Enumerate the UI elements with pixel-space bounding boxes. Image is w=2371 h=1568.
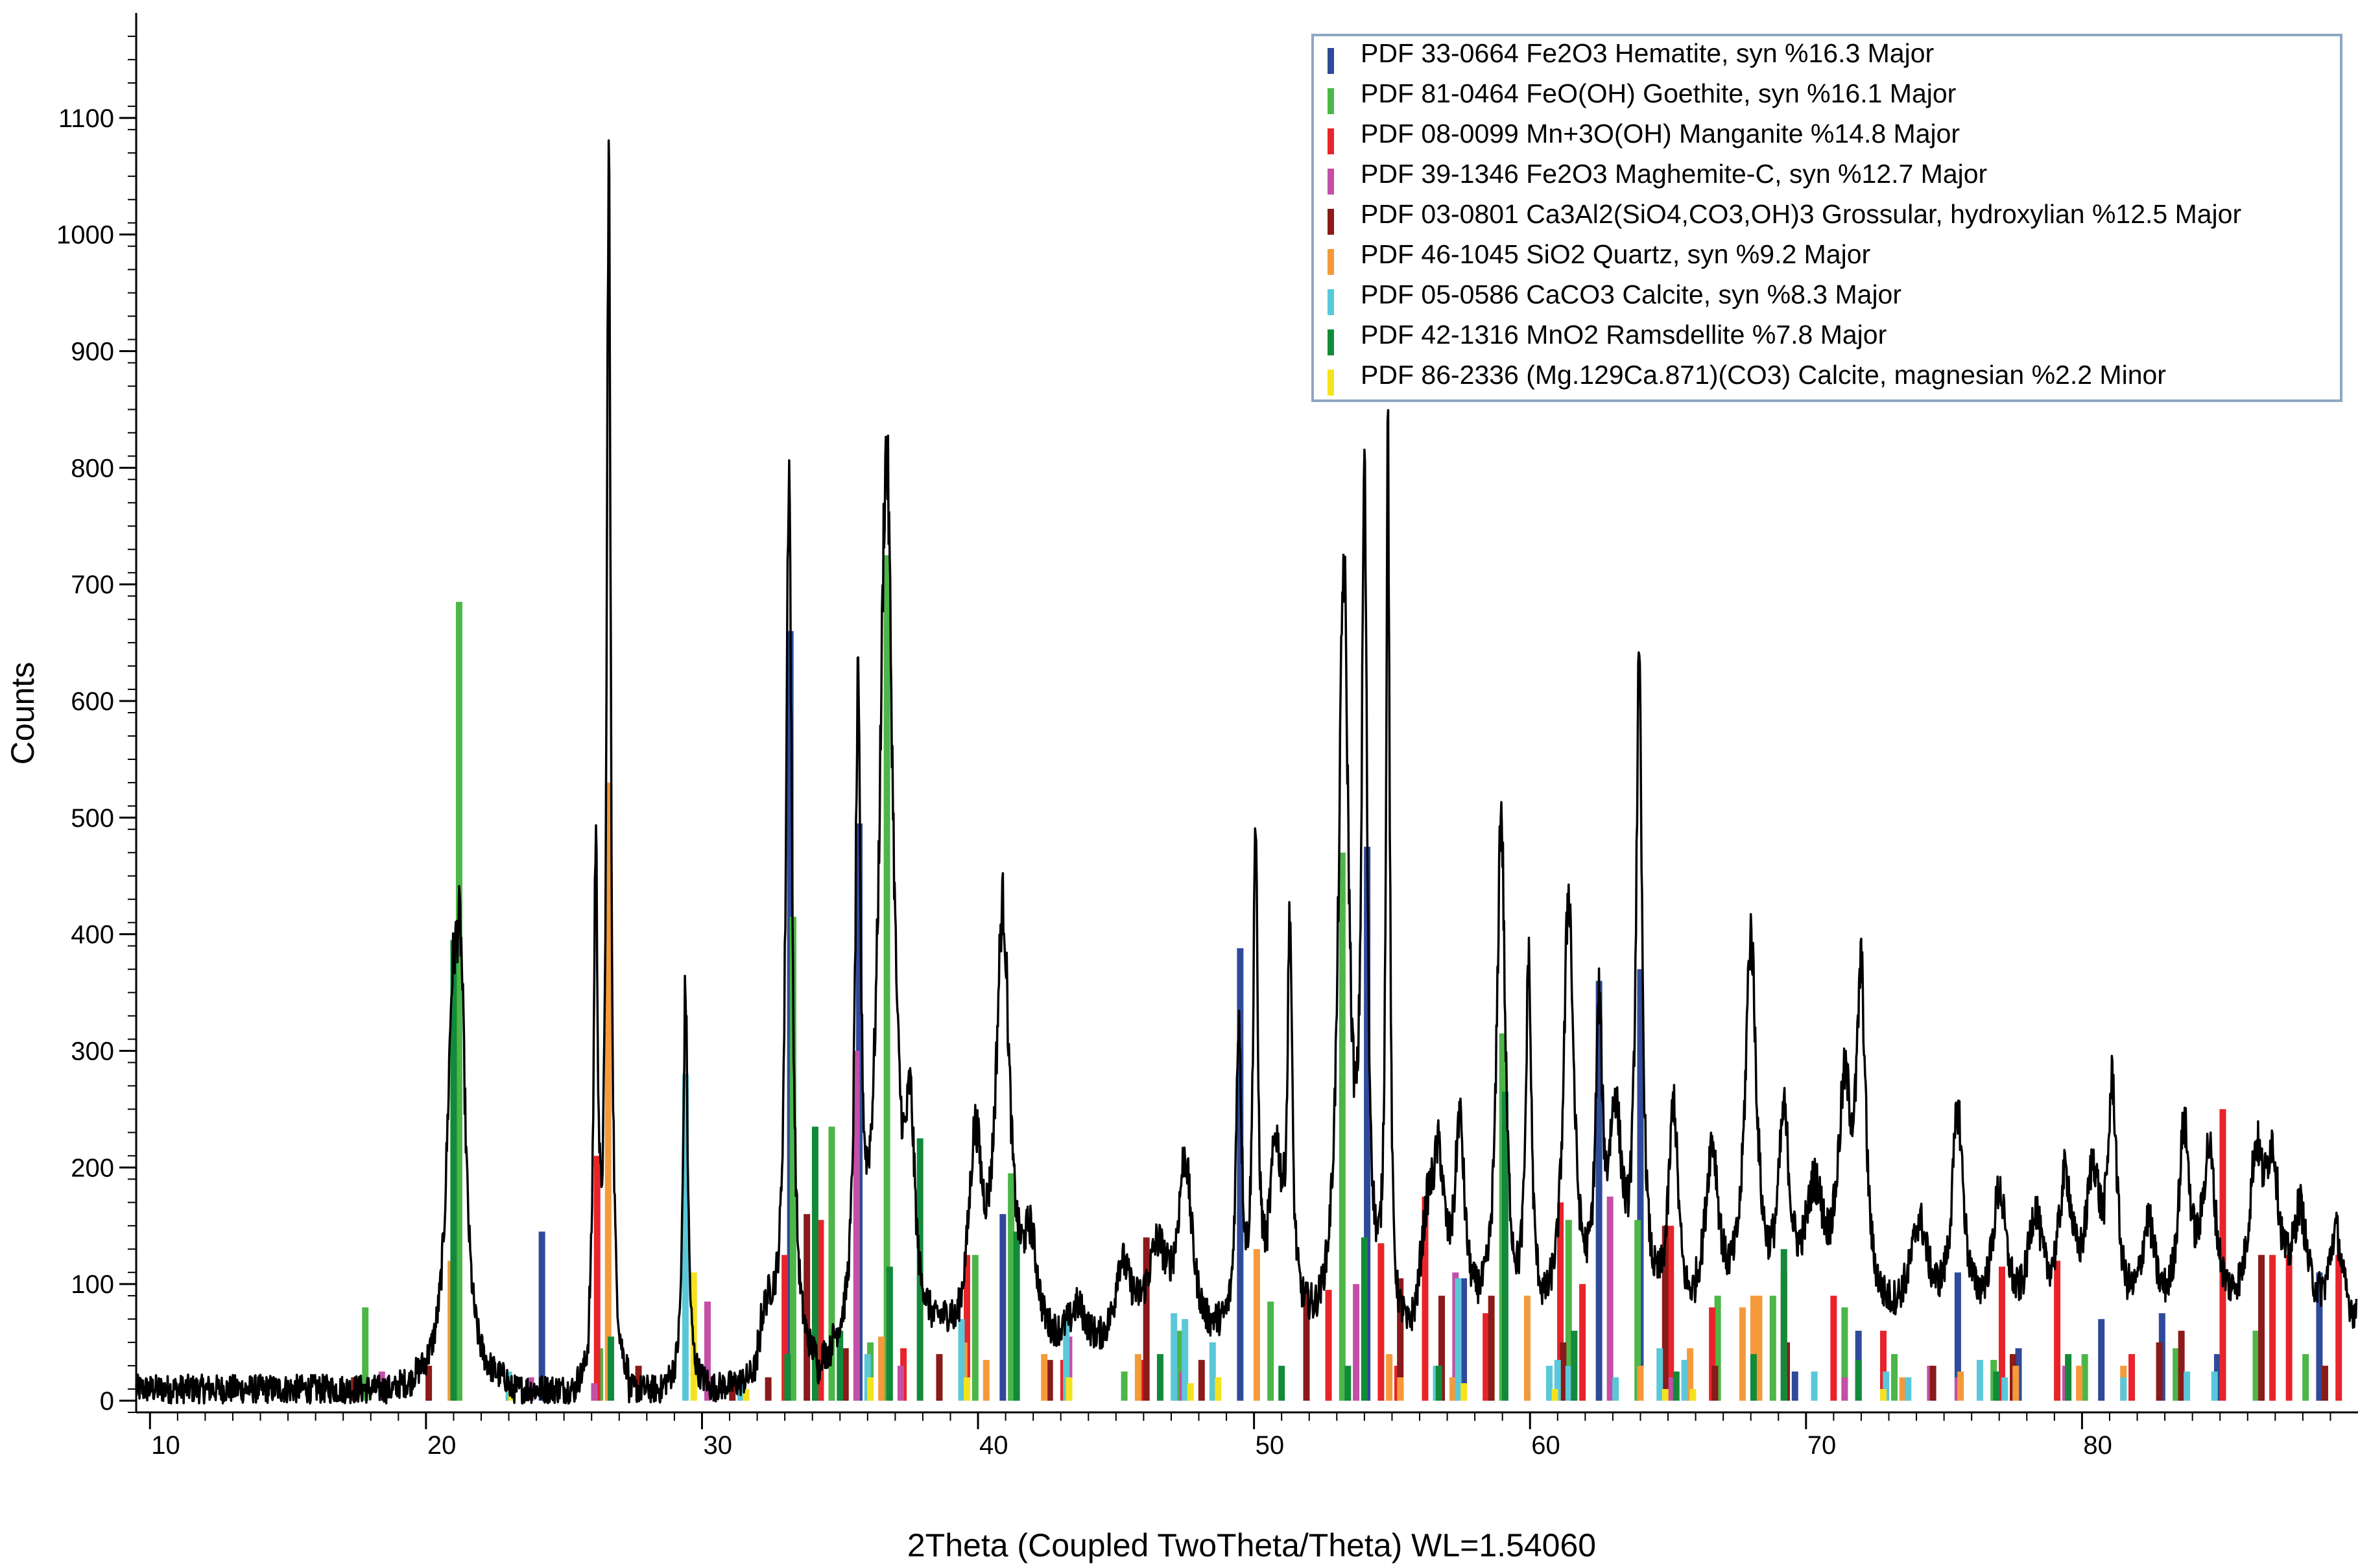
y-tick-label: 400 <box>71 921 114 949</box>
legend-swatch <box>1328 169 1334 195</box>
x-tick-label: 70 <box>1807 1431 1837 1460</box>
x-tick-label: 50 <box>1256 1431 1285 1460</box>
measured-pattern <box>135 139 2358 1405</box>
legend-entry: PDF 81-0464 FeO(OH) Goethite, syn %16.1 … <box>1361 78 1956 108</box>
y-tick-label: 700 <box>71 571 114 599</box>
y-axis-title: Counts <box>5 662 41 765</box>
legend-entry: PDF 05-0586 CaCO3 Calcite, syn %8.3 Majo… <box>1361 279 1901 309</box>
x-tick-label: 40 <box>979 1431 1008 1460</box>
legend-entry: PDF 33-0664 Fe2O3 Hematite, syn %16.3 Ma… <box>1361 38 1934 68</box>
legend-swatch <box>1328 128 1334 154</box>
y-tick-label: 600 <box>71 687 114 716</box>
x-tick-label: 20 <box>427 1431 457 1460</box>
legend-swatch <box>1328 209 1334 235</box>
y-tick-label: 0 <box>100 1387 114 1416</box>
legend-entry: PDF 42-1316 MnO2 Ramsdellite %7.8 Major <box>1361 320 1887 350</box>
reference-sticks <box>351 555 2342 1401</box>
y-tick-label: 1000 <box>56 221 114 250</box>
y-tick-label: 500 <box>71 804 114 833</box>
legend-entry: PDF 03-0801 Ca3Al2(SiO4,CO3,OH)3 Grossul… <box>1361 199 2241 229</box>
legend-entry: PDF 86-2336 (Mg.129Ca.871)(CO3) Calcite,… <box>1361 360 2166 390</box>
legend-swatch <box>1328 88 1334 114</box>
legend-entry: PDF 39-1346 Fe2O3 Maghemite-C, syn %12.7… <box>1361 159 1987 189</box>
legend-swatch <box>1328 249 1334 275</box>
ticks: 10 20 30 40 50 60 70 80010020030040050060070080… <box>56 35 2331 1460</box>
measured-pattern-line <box>135 139 2358 1405</box>
legend: PDF 33-0664 Fe2O3 Hematite, syn %16.3 Ma… <box>1311 34 2342 402</box>
y-tick-label: 1100 <box>58 104 114 133</box>
legend-swatch <box>1328 370 1334 396</box>
legend-swatch <box>1328 289 1334 315</box>
y-tick-label: 900 <box>71 338 114 366</box>
x-axis-title: 2Theta (Coupled TwoTheta/Theta) WL=1.540… <box>907 1527 1596 1563</box>
y-tick-label: 300 <box>71 1038 114 1066</box>
x-tick-label: 80 <box>2083 1431 2112 1460</box>
x-tick-label: 10 <box>151 1431 180 1460</box>
legend-box <box>1311 34 2342 402</box>
y-tick-label: 800 <box>71 454 114 482</box>
legend-entry: PDF 46-1045 SiO2 Quartz, syn %9.2 Major <box>1361 239 1870 269</box>
legend-swatch <box>1328 329 1334 355</box>
y-tick-label: 200 <box>71 1154 114 1182</box>
legend-entry: PDF 08-0099 Mn+3O(OH) Manganite %14.8 Ma… <box>1361 119 1960 148</box>
legend-swatch <box>1328 48 1334 74</box>
x-tick-label: 60 <box>1531 1431 1560 1460</box>
y-tick-label: 100 <box>71 1270 114 1299</box>
x-tick-label: 30 <box>703 1431 732 1460</box>
